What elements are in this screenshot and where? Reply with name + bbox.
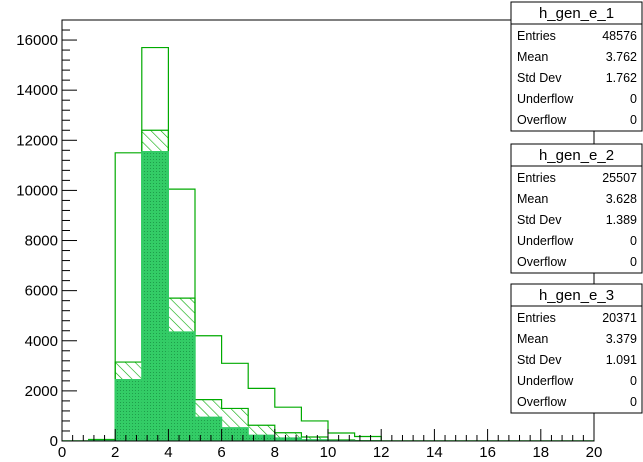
stats-row-value: 1.762	[606, 71, 637, 85]
x-tick-label: 18	[532, 444, 549, 461]
h_gen_e_3-bar-5	[194, 416, 222, 441]
stats-row-value: 1.389	[606, 213, 637, 227]
stats-row-label: Overflow	[517, 113, 567, 127]
h_gen_e_2-bar-8	[274, 432, 302, 441]
y-tick-label: 12000	[16, 132, 58, 149]
stats-row-label: Mean	[517, 50, 548, 64]
tick-labels: 0 2 4 6 8 10 12 14 16 18 20 0 2000 4000 6000 8000 10000 1…	[16, 32, 602, 461]
y-tick-label: 16000	[16, 32, 58, 49]
stats-box-h_gen_e_3: h_gen_e_3 Entries 20371 Mean 3.379 Std Dev 1.0…	[510, 283, 643, 414]
stats-row-value: 3.628	[606, 192, 637, 206]
h_gen_e_3-bar-3	[141, 151, 169, 441]
stats-row-value: 25507	[602, 171, 637, 185]
stats-row-value: 0	[630, 234, 637, 248]
h_gen_e_3-bar-4	[168, 331, 196, 441]
stats-row-value: 20371	[602, 311, 637, 325]
stats-row-label: Std Dev	[517, 213, 562, 227]
stats-row-value: 0	[630, 395, 637, 409]
stats-row-value: 0	[630, 374, 637, 388]
stats-row-label: Std Dev	[517, 353, 562, 367]
stats-row-label: Mean	[517, 332, 548, 346]
y-tick-label: 4000	[25, 333, 58, 350]
stats-row-value: 48576	[602, 29, 637, 43]
stats-row-label: Mean	[517, 192, 548, 206]
x-tick-label: 10	[320, 444, 337, 461]
stats-row-label: Entries	[517, 311, 556, 325]
x-tick-label: 4	[164, 444, 172, 461]
h_gen_e_1-outline	[62, 46, 594, 441]
stats-box-h_gen_e_2: h_gen_e_2 Entries 25507 Mean 3.628 Std Dev 1.3…	[510, 143, 643, 274]
x-tick-label: 14	[426, 444, 443, 461]
stats-row-label: Std Dev	[517, 71, 562, 85]
x-tick-label: 20	[586, 444, 603, 461]
y-tick-label: 8000	[25, 233, 58, 250]
y-tick-label: 0	[50, 433, 58, 450]
h_gen_e_2-bar-9	[301, 436, 328, 441]
stats-row-label: Entries	[517, 171, 556, 185]
stats-box-title: h_gen_e_1	[539, 5, 614, 22]
x-tick-label: 16	[479, 444, 496, 461]
h_gen_e_3-bar-6	[221, 427, 249, 441]
y-tick-label: 6000	[25, 283, 58, 300]
stats-box-title: h_gen_e_3	[539, 287, 614, 304]
x-tick-label: 6	[217, 444, 225, 461]
stats-row-label: Underflow	[517, 92, 574, 106]
stats-row-value: 0	[630, 113, 637, 127]
stats-row-value: 3.762	[606, 50, 637, 64]
stats-row-value: 0	[630, 92, 637, 106]
h_gen_e_3-bar-2	[114, 379, 143, 441]
x-tick-label: 0	[58, 444, 66, 461]
stats-row-value: 1.091	[606, 353, 637, 367]
stats-row-value: 0	[630, 255, 637, 269]
x-tick-label: 8	[271, 444, 279, 461]
axes	[61, 19, 595, 442]
x-tick-label: 2	[111, 444, 119, 461]
x-tick-label: 12	[373, 444, 390, 461]
y-tick-label: 10000	[16, 182, 58, 199]
y-tick-label: 14000	[16, 82, 58, 99]
series-h_gen_e_1	[62, 46, 594, 441]
stats-row-label: Underflow	[517, 234, 574, 248]
stats-row-label: Underflow	[517, 374, 574, 388]
stats-row-label: Entries	[517, 29, 556, 43]
stats-box-h_gen_e_1: h_gen_e_1 Entries 48576 Mean 3.762 Std Dev 1.7…	[510, 1, 643, 132]
h_gen_e_3-bar-7	[247, 434, 276, 441]
stats-row-label: Overflow	[517, 395, 567, 409]
stats-row-label: Overflow	[517, 255, 567, 269]
stats-row-value: 3.379	[606, 332, 637, 346]
histogram-bars	[62, 46, 594, 441]
stats-boxes: h_gen_e_1 Entries 48576 Mean 3.762 Std Dev 1.7…	[510, 1, 643, 414]
stats-box-title: h_gen_e_2	[539, 147, 614, 164]
series-h_gen_e_3	[62, 150, 594, 441]
y-tick-label: 2000	[25, 383, 58, 400]
